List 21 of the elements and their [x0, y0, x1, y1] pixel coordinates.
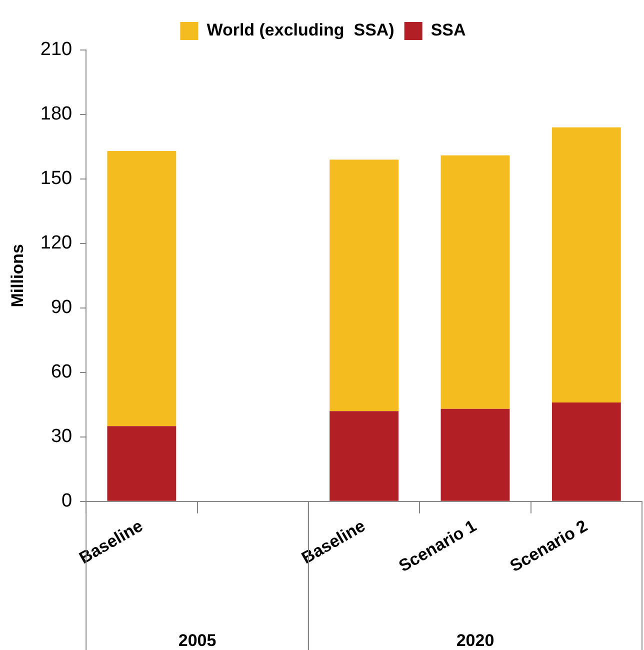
y-tick-label: 120	[40, 232, 72, 254]
bar	[440, 155, 510, 409]
bar	[107, 426, 176, 501]
legend-label: SSA	[430, 20, 466, 40]
y-tick-label: 180	[40, 104, 72, 125]
y-tick-label: 60	[50, 362, 72, 383]
bar	[330, 160, 399, 412]
text: 2005	[178, 631, 216, 650]
y-tick-label: 90	[50, 297, 72, 318]
legend-label: World (excluding SSA)	[206, 20, 394, 40]
y-tick-label: 210	[40, 39, 72, 60]
bar	[552, 127, 621, 402]
bar	[440, 408, 510, 501]
y-tick-label: 0	[62, 490, 72, 512]
text: 2020	[456, 631, 494, 650]
y-tick-label: 150	[40, 168, 72, 190]
bar	[552, 402, 621, 501]
y-axis-title: Millions	[8, 244, 27, 308]
bar	[330, 411, 399, 501]
y-tick-label: 30	[50, 426, 72, 448]
bar	[107, 151, 176, 426]
